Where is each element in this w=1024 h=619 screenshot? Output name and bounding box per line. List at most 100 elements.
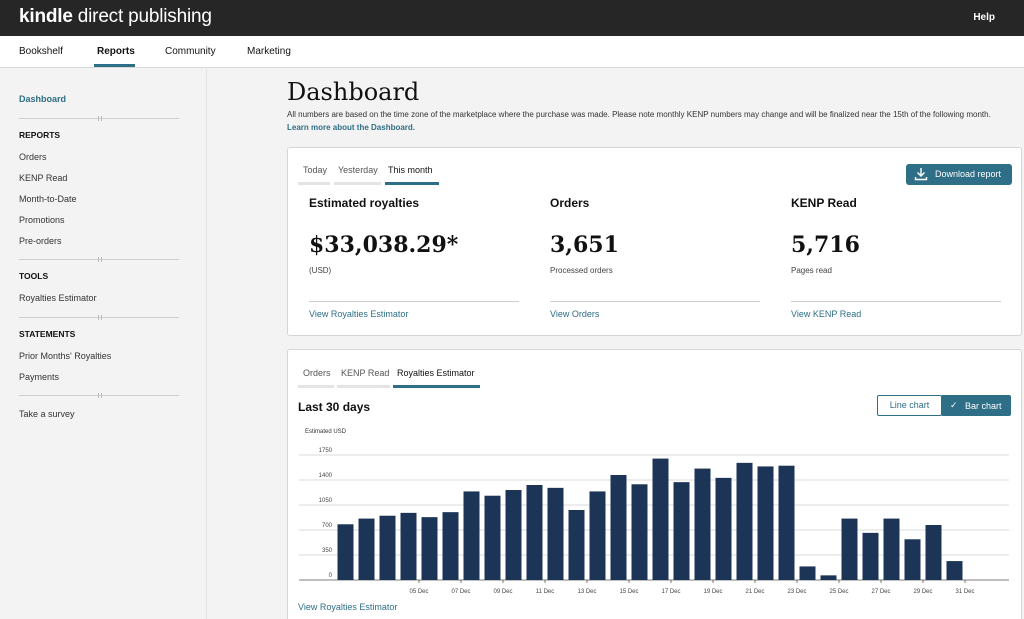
sidebar-item-month-to-date[interactable]: Month-to-Date bbox=[19, 194, 77, 204]
bar bbox=[757, 466, 774, 580]
nav-tab-community[interactable]: Community bbox=[165, 46, 216, 57]
sidebar-item-payments[interactable]: Payments bbox=[19, 372, 60, 382]
tab-indicator bbox=[337, 385, 390, 388]
download-icon bbox=[914, 168, 928, 181]
x-tick-label: 25 Dec bbox=[829, 589, 848, 595]
x-tick-label: 31 Dec bbox=[955, 589, 974, 595]
bar bbox=[400, 512, 417, 580]
bar bbox=[463, 491, 480, 580]
nav-tab-reports[interactable]: Reports bbox=[97, 46, 135, 57]
bar bbox=[778, 465, 795, 580]
bar bbox=[862, 532, 879, 580]
bar-chart-label: Bar chart bbox=[965, 401, 1002, 411]
y-tick-label: 350 bbox=[322, 548, 333, 554]
main-nav: Bookshelf Reports Community Marketing bbox=[0, 36, 1024, 68]
nav-tab-bookshelf[interactable]: Bookshelf bbox=[19, 46, 63, 57]
y-tick-label: 1400 bbox=[319, 473, 333, 479]
view-kenp-read-link[interactable]: View KENP Read bbox=[791, 309, 862, 319]
sidebar-item-promotions[interactable]: Promotions bbox=[19, 215, 65, 225]
tab-indicator bbox=[298, 182, 330, 185]
x-tick-label: 27 Dec bbox=[871, 589, 890, 595]
bar bbox=[904, 539, 921, 580]
sidebar-heading-reports: REPORTS bbox=[19, 130, 61, 140]
learn-more-link[interactable]: Learn more about the Dashboard. bbox=[287, 123, 416, 132]
sidebar-item-dashboard[interactable]: Dashboard bbox=[19, 94, 67, 104]
y-tick-label: 1750 bbox=[319, 448, 333, 454]
x-tick-label: 11 Dec bbox=[536, 589, 555, 595]
bar bbox=[883, 518, 900, 580]
metric-sub-kenp: Pages read bbox=[791, 266, 832, 275]
check-icon: ✓ bbox=[950, 400, 958, 410]
chart-view-royalties-estimator-link[interactable]: View Royalties Estimator bbox=[298, 602, 398, 612]
tab-today[interactable]: Today bbox=[303, 165, 328, 175]
x-tick-label: 29 Dec bbox=[913, 589, 932, 595]
royalties-bar-chart: Estimated USD 0 350 700 1050 1400 1750 05 Dec 07… bbox=[299, 429, 1009, 595]
sidebar-item-royalties-estimator[interactable]: Royalties Estimator bbox=[19, 293, 97, 303]
bar bbox=[736, 462, 753, 580]
bar bbox=[841, 518, 858, 580]
metric-value-royalties: $33,038.29* bbox=[309, 232, 459, 258]
x-tick-label: 07 Dec bbox=[451, 589, 470, 595]
metric-sub-orders: Processed orders bbox=[550, 266, 613, 275]
sidebar-item-orders[interactable]: Orders bbox=[19, 152, 47, 162]
bar bbox=[442, 512, 459, 580]
tab-indicator-active bbox=[393, 385, 480, 388]
top-bar: kindle direct publishing Help bbox=[0, 0, 1024, 36]
sidebar-item-take-a-survey[interactable]: Take a survey bbox=[19, 409, 75, 419]
bar bbox=[337, 524, 354, 580]
bar bbox=[631, 484, 648, 580]
metric-divider bbox=[791, 301, 1001, 302]
y-axis-title: Estimated USD bbox=[305, 429, 347, 435]
sidebar-divider bbox=[19, 315, 179, 320]
x-tick-label: 15 Dec bbox=[619, 589, 638, 595]
bar bbox=[358, 518, 375, 580]
metric-value-kenp: 5,716 bbox=[791, 232, 860, 258]
sidebar-item-prior-months-royalties[interactable]: Prior Months' Royalties bbox=[19, 351, 112, 361]
tab-orders[interactable]: Orders bbox=[303, 368, 331, 378]
sidebar-divider bbox=[19, 257, 179, 262]
notice-text: All numbers are based on the time zone o… bbox=[287, 110, 991, 119]
bar bbox=[505, 490, 522, 580]
sidebar-item-kenp-read[interactable]: KENP Read bbox=[19, 173, 68, 183]
bar bbox=[673, 482, 690, 580]
view-royalties-estimator-link[interactable]: View Royalties Estimator bbox=[309, 309, 409, 319]
bar-chart-toggle[interactable]: ✓ Bar chart bbox=[941, 395, 1011, 416]
tab-indicator bbox=[298, 385, 334, 388]
kdp-logo[interactable]: kindle direct publishing bbox=[19, 6, 212, 27]
metric-divider bbox=[550, 301, 760, 302]
bar bbox=[694, 468, 711, 580]
line-chart-toggle[interactable]: Line chart bbox=[877, 395, 942, 416]
x-tick-label: 17 Dec bbox=[661, 589, 680, 595]
x-tick-label: 19 Dec bbox=[703, 589, 722, 595]
bar bbox=[526, 485, 543, 580]
bar bbox=[715, 477, 732, 580]
x-tick-label: 09 Dec bbox=[493, 589, 512, 595]
y-tick-label: 1050 bbox=[319, 498, 333, 504]
tab-royalties-estimator[interactable]: Royalties Estimator bbox=[397, 368, 475, 378]
x-tick-label: 13 Dec bbox=[577, 589, 596, 595]
tab-yesterday[interactable]: Yesterday bbox=[338, 165, 378, 175]
bar bbox=[946, 561, 963, 580]
page-title: Dashboard bbox=[287, 78, 420, 106]
sidebar-divider bbox=[19, 116, 179, 121]
tab-kenp-read[interactable]: KENP Read bbox=[341, 368, 390, 378]
bar bbox=[925, 525, 942, 580]
sidebar-item-pre-orders[interactable]: Pre-orders bbox=[19, 236, 62, 246]
metric-title-kenp: KENP Read bbox=[791, 196, 857, 210]
bar bbox=[610, 475, 627, 580]
x-tick-label: 23 Dec bbox=[787, 589, 806, 595]
tab-this-month[interactable]: This month bbox=[388, 165, 433, 175]
sidebar-heading-statements: STATEMENTS bbox=[19, 329, 76, 339]
chart-card: Orders KENP Read Royalties Estimator Las… bbox=[287, 349, 1022, 619]
download-report-button[interactable]: Download report bbox=[906, 164, 1012, 185]
metric-divider bbox=[309, 301, 519, 302]
dashboard-notice: All numbers are based on the time zone o… bbox=[287, 108, 1012, 134]
metric-title-orders: Orders bbox=[550, 196, 590, 210]
view-orders-link[interactable]: View Orders bbox=[550, 309, 600, 319]
bar bbox=[379, 515, 396, 580]
bar bbox=[652, 458, 669, 580]
nav-tab-marketing[interactable]: Marketing bbox=[247, 46, 291, 57]
help-link[interactable]: Help bbox=[973, 12, 995, 23]
summary-card: Today Yesterday This month Download repo… bbox=[287, 147, 1022, 336]
bar bbox=[484, 495, 501, 580]
